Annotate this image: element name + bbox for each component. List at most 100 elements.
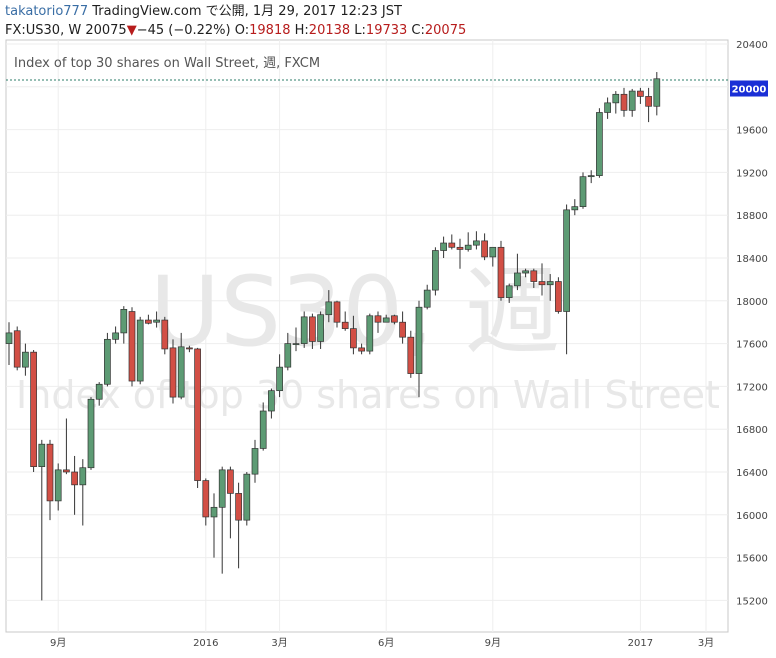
candle-body xyxy=(276,366,283,392)
candle xyxy=(243,472,251,526)
y-tick-label: 15600 xyxy=(736,554,768,565)
candle-body xyxy=(423,289,431,308)
candle-body xyxy=(268,390,275,412)
candle-body xyxy=(538,281,546,286)
candle-body xyxy=(391,315,398,323)
candle xyxy=(284,332,292,371)
watermark: US30, 週 Index of top 30 shares on Wall S… xyxy=(16,256,720,417)
candle-body xyxy=(612,93,620,104)
candle-body xyxy=(292,343,300,345)
candle xyxy=(522,268,529,278)
candle xyxy=(227,466,234,539)
candle-body xyxy=(563,209,570,312)
candle xyxy=(317,311,324,349)
y-tick-label: 20400 xyxy=(736,40,768,51)
candle-body xyxy=(350,328,357,349)
x-tick-label: 3月 xyxy=(698,637,714,649)
candle xyxy=(13,326,21,371)
candle xyxy=(505,283,513,303)
candle-body xyxy=(530,270,538,282)
close-label: C: xyxy=(411,23,425,38)
candle xyxy=(514,253,521,291)
candle xyxy=(87,397,95,470)
candle xyxy=(112,326,119,344)
candle-body xyxy=(399,321,406,338)
candle-body xyxy=(653,78,661,107)
candle-body xyxy=(169,347,177,398)
candle xyxy=(530,268,538,288)
y-tick-label: 19200 xyxy=(736,168,768,179)
candle-body xyxy=(604,102,611,113)
candle-body xyxy=(415,306,423,374)
candle xyxy=(333,300,341,328)
candle-body xyxy=(448,242,456,248)
candle xyxy=(358,343,365,355)
candle xyxy=(128,307,136,387)
candle-body xyxy=(637,90,644,97)
candle-body xyxy=(300,316,308,344)
candle-body xyxy=(104,338,111,385)
last-price: 20075 xyxy=(85,23,127,38)
candle-body xyxy=(374,315,382,323)
candle-body xyxy=(202,480,210,518)
candle xyxy=(612,91,620,114)
candle-body xyxy=(95,383,103,400)
candle xyxy=(628,88,636,117)
candle-body xyxy=(30,351,37,468)
candle-body xyxy=(145,319,152,324)
candle xyxy=(563,204,570,355)
current-price-label: 20000 xyxy=(732,85,767,96)
candle xyxy=(22,343,29,376)
candles xyxy=(5,72,661,601)
y-tick-label: 17600 xyxy=(736,340,768,351)
candle xyxy=(104,332,111,387)
candle-body xyxy=(628,90,636,111)
candle-body xyxy=(497,246,505,298)
candle xyxy=(71,455,78,515)
candle-body xyxy=(46,443,54,502)
candle-body xyxy=(407,336,415,374)
candle xyxy=(440,236,447,258)
candle-body xyxy=(489,246,497,258)
chart-header: takatorio777 TradingView.com で公開, 1月 29,… xyxy=(5,3,466,41)
candle xyxy=(300,311,308,348)
candle xyxy=(38,439,46,601)
candle-body xyxy=(456,246,464,250)
close-value: 20075 xyxy=(424,23,467,38)
published-info: TradingView.com で公開, 1月 29, 2017 12:23 J… xyxy=(92,4,402,19)
candle xyxy=(218,466,226,574)
candle xyxy=(546,274,554,301)
candle xyxy=(161,316,169,355)
candle xyxy=(464,232,472,252)
high-label: H: xyxy=(294,23,309,38)
candle xyxy=(177,332,185,400)
candle-body xyxy=(473,240,480,246)
candle-body xyxy=(440,242,447,251)
candle xyxy=(145,314,152,325)
candle xyxy=(95,382,103,406)
candle-body xyxy=(325,301,333,316)
candle xyxy=(473,231,480,250)
candle-body xyxy=(243,473,251,521)
candle-body xyxy=(251,448,259,475)
x-tick-label: 9月 xyxy=(485,637,501,649)
candle xyxy=(538,263,546,296)
x-tick-label: 2017 xyxy=(628,638,653,649)
candle xyxy=(497,240,505,301)
candle xyxy=(415,300,423,398)
candle-body xyxy=(481,240,488,258)
candle xyxy=(620,87,628,117)
candle-body xyxy=(136,319,144,382)
y-axis: 15200 15600 16000 16400 16800 17200 17600 18000… xyxy=(736,40,768,607)
candle-body xyxy=(235,493,242,521)
candle xyxy=(374,311,382,333)
author-link[interactable]: takatorio777 xyxy=(5,4,89,19)
candle xyxy=(186,345,193,353)
candle xyxy=(456,238,464,269)
candle-body xyxy=(87,398,95,469)
low-label: L: xyxy=(354,23,366,38)
candle xyxy=(645,87,652,123)
price-change: −45 (−0.22%) xyxy=(136,23,231,38)
